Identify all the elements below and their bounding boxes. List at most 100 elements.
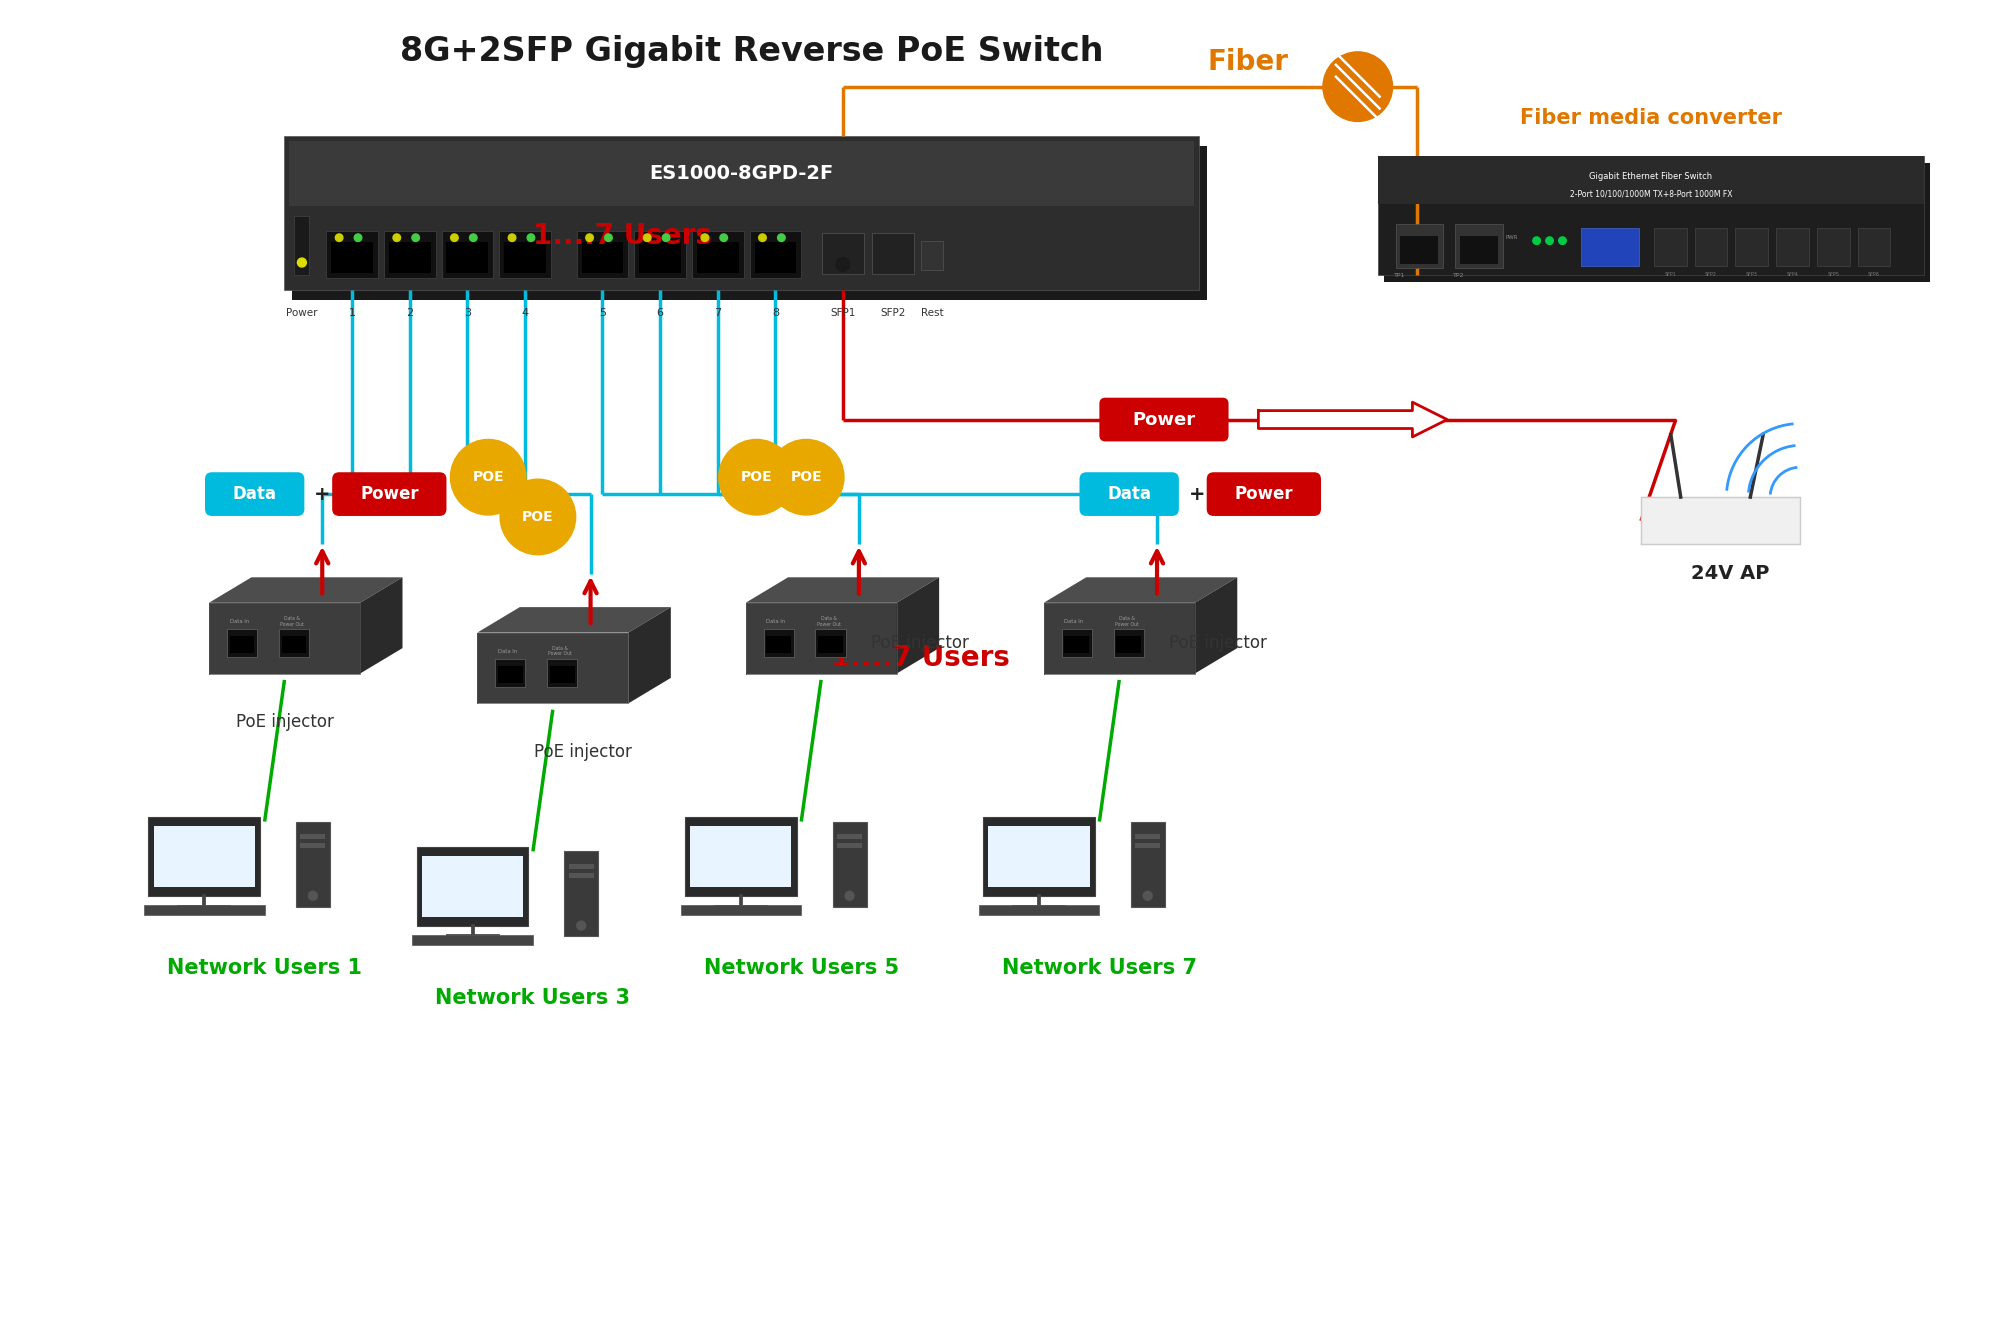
Bar bbox=[1136, 834, 1160, 839]
Text: 1....7 Users: 1....7 Users bbox=[532, 222, 712, 250]
Text: POE: POE bbox=[472, 470, 504, 484]
Bar bbox=[500, 230, 550, 278]
Bar bbox=[634, 230, 686, 278]
Circle shape bbox=[336, 234, 342, 241]
Text: +: + bbox=[314, 484, 330, 503]
Bar bbox=[1654, 227, 1686, 265]
Bar bbox=[1384, 163, 1930, 282]
Bar bbox=[696, 242, 738, 273]
Circle shape bbox=[354, 234, 362, 241]
Text: 2: 2 bbox=[406, 308, 414, 318]
Bar bbox=[750, 230, 802, 278]
Circle shape bbox=[394, 234, 400, 241]
Text: Fiber: Fiber bbox=[1208, 48, 1288, 76]
Bar bbox=[568, 872, 594, 878]
Circle shape bbox=[778, 234, 786, 241]
Bar bbox=[1456, 223, 1502, 268]
Text: Data &
Power Out: Data & Power Out bbox=[1114, 615, 1138, 626]
Bar bbox=[680, 904, 802, 915]
Text: Data: Data bbox=[232, 486, 276, 503]
Text: 7: 7 bbox=[714, 308, 722, 318]
Bar bbox=[300, 834, 326, 839]
Bar bbox=[442, 230, 494, 278]
Text: Data In: Data In bbox=[230, 618, 248, 624]
Bar bbox=[1064, 637, 1090, 653]
Circle shape bbox=[412, 234, 420, 241]
Text: PoE injector: PoE injector bbox=[534, 743, 632, 760]
Circle shape bbox=[1322, 52, 1392, 122]
Text: Network Users 1: Network Users 1 bbox=[168, 958, 362, 978]
Circle shape bbox=[528, 234, 534, 241]
Bar bbox=[1460, 235, 1498, 264]
FancyBboxPatch shape bbox=[332, 472, 446, 516]
Bar bbox=[818, 637, 842, 653]
Bar bbox=[1400, 235, 1438, 264]
Circle shape bbox=[298, 258, 306, 268]
Polygon shape bbox=[1640, 498, 1800, 543]
Polygon shape bbox=[746, 577, 940, 603]
Bar bbox=[582, 242, 624, 273]
Bar bbox=[838, 834, 862, 839]
Text: ES1000-8GPD-2F: ES1000-8GPD-2F bbox=[650, 163, 834, 183]
Text: 8: 8 bbox=[772, 308, 778, 318]
Circle shape bbox=[470, 234, 478, 241]
Bar bbox=[816, 629, 846, 657]
Text: Data &
Power Out: Data & Power Out bbox=[816, 615, 840, 626]
Polygon shape bbox=[208, 603, 360, 673]
Text: SFP1: SFP1 bbox=[830, 308, 856, 318]
Text: Fiber media converter: Fiber media converter bbox=[1520, 108, 1782, 128]
Bar bbox=[446, 242, 488, 273]
Bar bbox=[282, 637, 306, 653]
Polygon shape bbox=[746, 603, 896, 673]
Text: POE: POE bbox=[522, 510, 554, 524]
Circle shape bbox=[718, 439, 794, 515]
Bar bbox=[1816, 227, 1850, 265]
Circle shape bbox=[758, 234, 766, 241]
Circle shape bbox=[644, 234, 650, 241]
Polygon shape bbox=[628, 607, 670, 704]
Bar bbox=[496, 658, 526, 686]
Bar bbox=[690, 826, 792, 887]
Bar bbox=[1378, 157, 1924, 276]
Bar bbox=[154, 826, 254, 887]
Text: Data In: Data In bbox=[766, 618, 786, 624]
Bar bbox=[416, 847, 528, 926]
Bar bbox=[292, 146, 1206, 300]
Text: Power: Power bbox=[1132, 411, 1196, 428]
Bar bbox=[1396, 223, 1444, 268]
Bar bbox=[640, 242, 680, 273]
Circle shape bbox=[720, 234, 728, 241]
Bar bbox=[1378, 157, 1924, 203]
Text: Data &
Power Out: Data & Power Out bbox=[548, 646, 572, 657]
Text: Network Users 7: Network Users 7 bbox=[1002, 958, 1196, 978]
Bar bbox=[1582, 227, 1638, 265]
Text: Rest: Rest bbox=[922, 308, 944, 318]
Bar bbox=[296, 822, 330, 907]
Bar bbox=[498, 666, 522, 684]
Text: Data &
Power Out: Data & Power Out bbox=[280, 615, 304, 626]
Circle shape bbox=[836, 258, 850, 272]
Bar bbox=[1116, 637, 1140, 653]
Bar bbox=[1130, 822, 1164, 907]
Text: 1....7 Users: 1....7 Users bbox=[832, 644, 1010, 672]
Bar bbox=[384, 230, 436, 278]
Text: SFP4: SFP4 bbox=[1786, 273, 1798, 277]
Bar bbox=[290, 140, 1194, 206]
Bar bbox=[978, 904, 1100, 915]
Text: 6: 6 bbox=[656, 308, 664, 318]
Polygon shape bbox=[478, 607, 670, 633]
Text: SFP3: SFP3 bbox=[1746, 273, 1758, 277]
Text: 24V AP: 24V AP bbox=[1692, 565, 1770, 583]
Text: Network Users 5: Network Users 5 bbox=[704, 958, 898, 978]
Polygon shape bbox=[1194, 577, 1238, 673]
FancyBboxPatch shape bbox=[1100, 397, 1228, 442]
Bar bbox=[226, 629, 258, 657]
Text: PWR: PWR bbox=[1506, 235, 1518, 241]
Circle shape bbox=[576, 921, 586, 930]
Text: 8G+2SFP Gigabit Reverse PoE Switch: 8G+2SFP Gigabit Reverse PoE Switch bbox=[400, 35, 1104, 68]
Circle shape bbox=[1546, 237, 1554, 245]
Text: Power: Power bbox=[1234, 486, 1294, 503]
Text: Power: Power bbox=[286, 308, 318, 318]
Text: Power: Power bbox=[360, 486, 418, 503]
Text: SFP5: SFP5 bbox=[1828, 273, 1840, 277]
